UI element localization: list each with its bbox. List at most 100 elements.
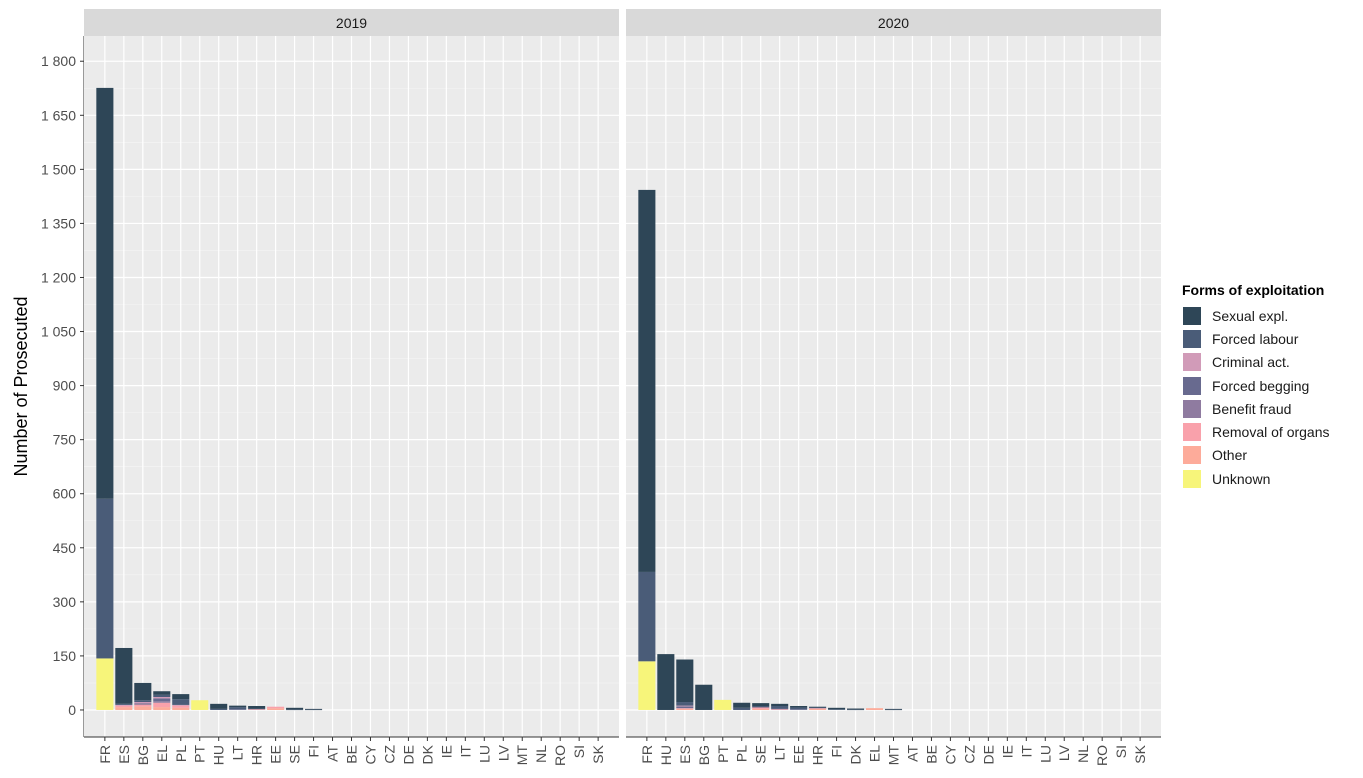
x-tick-label: LU — [1037, 745, 1053, 763]
y-tick-label: 1 650 — [41, 107, 76, 123]
x-tick-label: FR — [97, 745, 113, 764]
x-tick-label: HU — [658, 745, 674, 765]
legend-swatch — [1182, 398, 1202, 419]
legend-swatch — [1182, 445, 1202, 466]
legend-label: Forced begging — [1212, 377, 1310, 394]
x-tick-label: MT — [886, 745, 902, 766]
x-tick-label: DK — [419, 744, 435, 764]
legend-label: Removal of organs — [1212, 424, 1330, 441]
x-tick-label: AT — [904, 745, 920, 762]
legend-swatch — [1182, 305, 1202, 326]
bar-segment-SE-sexual-expl- — [286, 707, 304, 710]
x-tick-label: FI — [829, 745, 845, 757]
x-tick-label: MT — [514, 745, 530, 766]
x-tick-label: DK — [848, 744, 864, 764]
bar-segment-EL-other — [153, 707, 171, 710]
legend-item: Forced labour — [1182, 327, 1330, 350]
legend-item: Other — [1182, 444, 1330, 467]
bar-segment-LT-forced-labour — [771, 706, 789, 709]
x-tick-label: PL — [173, 745, 189, 762]
y-tick-label: 450 — [53, 540, 77, 556]
bar-segment-FR-unknown — [96, 658, 114, 710]
bar-segment-PL-other — [172, 707, 190, 710]
bar-segment-BG-forced-labour — [134, 700, 152, 703]
x-tick-label: IT — [457, 745, 473, 758]
bar-segment-EE-other — [267, 708, 285, 710]
bar-segment-PL-criminal-act- — [172, 704, 190, 706]
x-tick-label: EE — [268, 745, 284, 764]
x-tick-label: CY — [362, 744, 378, 764]
bar-segment-HU-sexual-expl- — [210, 703, 228, 709]
y-tick-label: 300 — [53, 594, 77, 610]
x-tick-label: FR — [639, 745, 655, 764]
bar-segment-EE-sexual-expl- — [790, 706, 808, 708]
x-tick-label: LV — [495, 744, 511, 761]
legend-swatch — [1182, 468, 1202, 489]
bar-segment-HR-forced-labour — [809, 707, 827, 709]
bar-segment-PL-removal-of-organs — [172, 705, 190, 708]
bar-segment-PL-sexual-expl- — [733, 702, 751, 708]
bar-segment-BG-removal-of-organs — [134, 704, 152, 707]
bar-segment-BG-sexual-expl- — [134, 682, 152, 701]
bar-segment-HR-other — [809, 708, 827, 710]
bar-segment-FI-sexual-expl- — [828, 707, 846, 710]
bar-segment-ES-sexual-expl- — [115, 647, 133, 704]
bar-segment-EL-forced-begging — [153, 698, 171, 702]
x-tick-label: DE — [400, 745, 416, 764]
bar-segment-BG-sexual-expl- — [695, 684, 713, 710]
bar-segment-ES-other — [115, 707, 133, 710]
y-tick-label: 600 — [53, 486, 77, 502]
bar-segment-ES-forced-labour — [115, 703, 133, 705]
bar-segment-FI-forced-labour — [305, 709, 323, 711]
legend-label: Benefit fraud — [1212, 400, 1292, 417]
bar-segment-FI-forced-labour — [828, 709, 846, 710]
y-tick-label: 900 — [53, 378, 77, 394]
y-tick-label: 1 800 — [41, 53, 76, 69]
bar-segment-LT-sexual-expl- — [771, 703, 789, 707]
bar-segment-EE-forced-labour — [790, 707, 808, 710]
y-axis-title: Number of Prosecuted — [11, 296, 31, 476]
x-tick-label: FI — [306, 745, 322, 757]
bar-segment-EL-removal-of-organs — [153, 702, 171, 708]
bar-segment-SE-removal-of-organs — [752, 707, 770, 709]
legend-swatch — [1182, 375, 1202, 396]
y-tick-label: 1 350 — [41, 215, 76, 231]
bar-segment-FR-forced-labour — [638, 571, 656, 662]
bar-segment-MT-forced-labour — [884, 709, 903, 711]
legend-label: Unknown — [1212, 470, 1271, 487]
x-tick-label: PT — [192, 745, 208, 763]
legend-label: Sexual expl. — [1212, 307, 1289, 324]
x-tick-label: EL — [154, 745, 170, 762]
x-tick-label: IE — [999, 745, 1015, 758]
y-tick-label: 1 500 — [41, 161, 76, 177]
x-tick-label: SI — [571, 745, 587, 758]
x-tick-label: LT — [230, 745, 246, 761]
x-tick-label: CZ — [381, 745, 397, 764]
legend-swatch — [1182, 422, 1202, 443]
y-tick-label: 1 050 — [41, 324, 76, 340]
bar-segment-EL-benefit-fraud — [153, 701, 171, 703]
x-tick-label: SK — [590, 744, 606, 763]
x-tick-label: CZ — [961, 745, 977, 764]
x-tick-label: BG — [135, 745, 151, 765]
x-tick-label: ES — [116, 745, 132, 764]
bar-segment-LT-forced-begging — [229, 709, 247, 710]
bar-segment-BG-forced-begging — [134, 703, 152, 705]
bar-segment-LT-removal-of-organs — [771, 709, 789, 710]
panel-2020: 2020 FR HU ES BG PT PL SE LT EE HR FI DK EL MT AT BE CY CZ… — [626, 9, 1161, 766]
x-tick-label: PT — [715, 745, 731, 763]
bar-segment-ES-criminal-act- — [676, 705, 694, 707]
y-axis-label-group: Number of Prosecuted 0 150 300 450 600 750 900 1… — [11, 36, 85, 737]
bar-segment-LT-forced-begging — [771, 708, 789, 710]
bar-segment-ES-other — [676, 708, 694, 710]
bar-segment-LT-forced-labour — [229, 707, 247, 710]
x-tick-label: SE — [287, 745, 303, 764]
x-tick-label: DE — [980, 745, 996, 764]
bar-segment-EE-removal-of-organs — [267, 706, 285, 709]
bar-segment-BG-other — [134, 706, 152, 710]
bar-segment-HR-sexual-expl- — [809, 706, 827, 708]
x-tick-label: CY — [942, 744, 958, 764]
x-tick-label: RO — [552, 745, 568, 766]
panel-2019: 2019 FR ES BG EL PL PT HU LT HR EE SE FI AT BE CY CZ DE DK… — [84, 9, 619, 766]
